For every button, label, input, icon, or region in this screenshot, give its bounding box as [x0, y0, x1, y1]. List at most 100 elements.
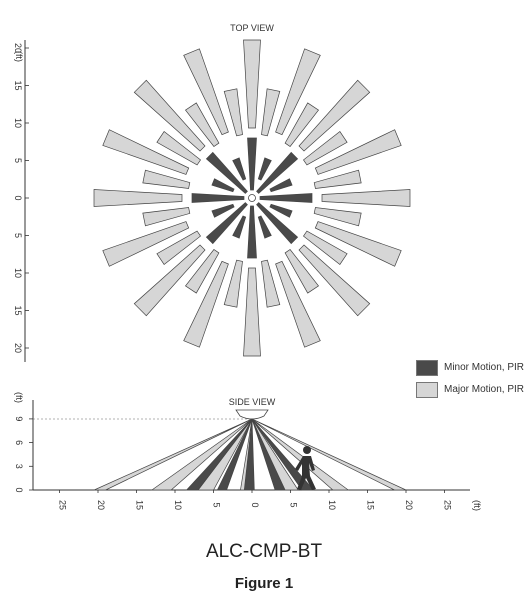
- side-y-tick-label: 9: [14, 416, 24, 421]
- minor-zone: [247, 205, 257, 259]
- side-x-tick-label: 15: [135, 500, 145, 510]
- side-major-zone: [251, 418, 350, 491]
- major-zone-inner: [284, 102, 320, 147]
- minor-zone: [232, 215, 247, 239]
- legend-major-swatch: [416, 382, 438, 398]
- major-zone-outer: [102, 221, 190, 267]
- top-tick-label: 10: [13, 268, 23, 278]
- top-tick-label: 10: [13, 118, 23, 128]
- major-zone-inner: [142, 207, 191, 227]
- major-zone-outer: [314, 221, 402, 267]
- side-x-tick-label: 5: [289, 502, 299, 507]
- top-tick-label: 20: [13, 43, 23, 53]
- side-view-zones: [94, 418, 407, 491]
- minor-zone: [247, 137, 257, 191]
- major-zone-inner: [303, 130, 348, 166]
- major-zone-outer: [102, 129, 190, 175]
- side-x-tick-label: 20: [96, 500, 106, 510]
- major-zone-inner: [156, 230, 201, 266]
- major-zone-outer: [275, 48, 321, 136]
- side-x-tick-label: 15: [366, 500, 376, 510]
- major-zone-inner: [184, 102, 220, 147]
- side-x-tick-label: 5: [212, 502, 222, 507]
- major-zone-inner: [223, 88, 243, 137]
- figure-caption: Figure 1: [234, 575, 294, 592]
- minor-motion-zones: [191, 137, 313, 259]
- minor-zone: [232, 157, 247, 181]
- top-tick-label: 5: [13, 233, 23, 238]
- side-major-zone: [251, 418, 407, 491]
- side-view-title: SIDE VIEW: [229, 397, 276, 407]
- side-minor-zone: [243, 418, 255, 491]
- person-icon: [295, 446, 316, 490]
- major-zone-inner: [261, 88, 281, 137]
- side-unit-y: (ft): [14, 392, 24, 403]
- minor-zone: [257, 215, 272, 239]
- major-zone-inner: [313, 169, 362, 189]
- minor-zone: [256, 202, 299, 245]
- side-unit-x: (ft): [472, 500, 482, 511]
- major-zone-outer: [321, 189, 411, 207]
- top-tick-label: 15: [13, 305, 23, 315]
- top-unit-label: (ft): [14, 51, 24, 62]
- minor-zone: [257, 157, 272, 181]
- minor-zone: [269, 203, 293, 218]
- side-x-tick-label: 20: [404, 500, 414, 510]
- minor-zone: [211, 203, 235, 218]
- major-zone-outer: [133, 79, 206, 152]
- side-major-zone: [150, 418, 253, 491]
- side-minor-zone: [185, 418, 253, 491]
- side-minor-zone: [251, 418, 315, 491]
- major-zone-outer: [183, 48, 229, 136]
- major-zone-inner: [156, 130, 201, 166]
- major-motion-zones: [93, 39, 411, 357]
- minor-zone: [191, 193, 245, 203]
- major-zone-inner: [142, 169, 191, 189]
- major-zone-outer: [298, 79, 371, 152]
- minor-zone: [205, 202, 248, 245]
- minor-zone: [269, 178, 293, 193]
- minor-zone: [256, 151, 299, 194]
- side-major-zone: [94, 418, 253, 491]
- side-x-tick-label: 10: [327, 500, 337, 510]
- minor-zone: [211, 178, 235, 193]
- side-y-tick-label: 0: [14, 487, 24, 492]
- major-zone-inner: [261, 259, 281, 308]
- top-tick-label: 20: [13, 343, 23, 353]
- sensor-icon: [235, 409, 269, 420]
- side-y-tick-label: 3: [14, 464, 24, 469]
- side-x-tick-label: 25: [58, 500, 68, 510]
- major-zone-inner: [284, 249, 320, 294]
- major-zone-outer: [275, 260, 321, 348]
- major-zone-inner: [223, 259, 243, 308]
- sensor-center: [248, 194, 256, 202]
- top-view-title: TOP VIEW: [230, 23, 274, 33]
- side-minor-zone: [251, 418, 286, 491]
- major-zone-inner: [313, 207, 362, 227]
- legend-minor-label: Minor Motion, PIR: [444, 362, 525, 373]
- top-tick-label: 15: [13, 80, 23, 90]
- major-zone-inner: [303, 230, 348, 266]
- major-zone-outer: [314, 129, 402, 175]
- major-zone-outer: [183, 260, 229, 348]
- legend-major-label: Major Motion, PIR: [444, 384, 525, 395]
- model-name: ALC-CMP-BT: [205, 541, 323, 562]
- major-zone-outer: [298, 244, 371, 317]
- side-x-tick-label: 25: [443, 500, 453, 510]
- side-minor-zone: [216, 418, 253, 491]
- major-zone-outer: [93, 189, 183, 207]
- major-zone-outer: [243, 267, 261, 357]
- major-zone-outer: [243, 39, 261, 129]
- minor-zone: [259, 193, 313, 203]
- side-y-tick-label: 6: [14, 440, 24, 445]
- minor-zone: [205, 151, 248, 194]
- major-zone-inner: [184, 249, 220, 294]
- side-x-tick-label: 10: [173, 500, 183, 510]
- legend-minor-swatch: [416, 360, 438, 376]
- top-tick-label: 5: [13, 158, 23, 163]
